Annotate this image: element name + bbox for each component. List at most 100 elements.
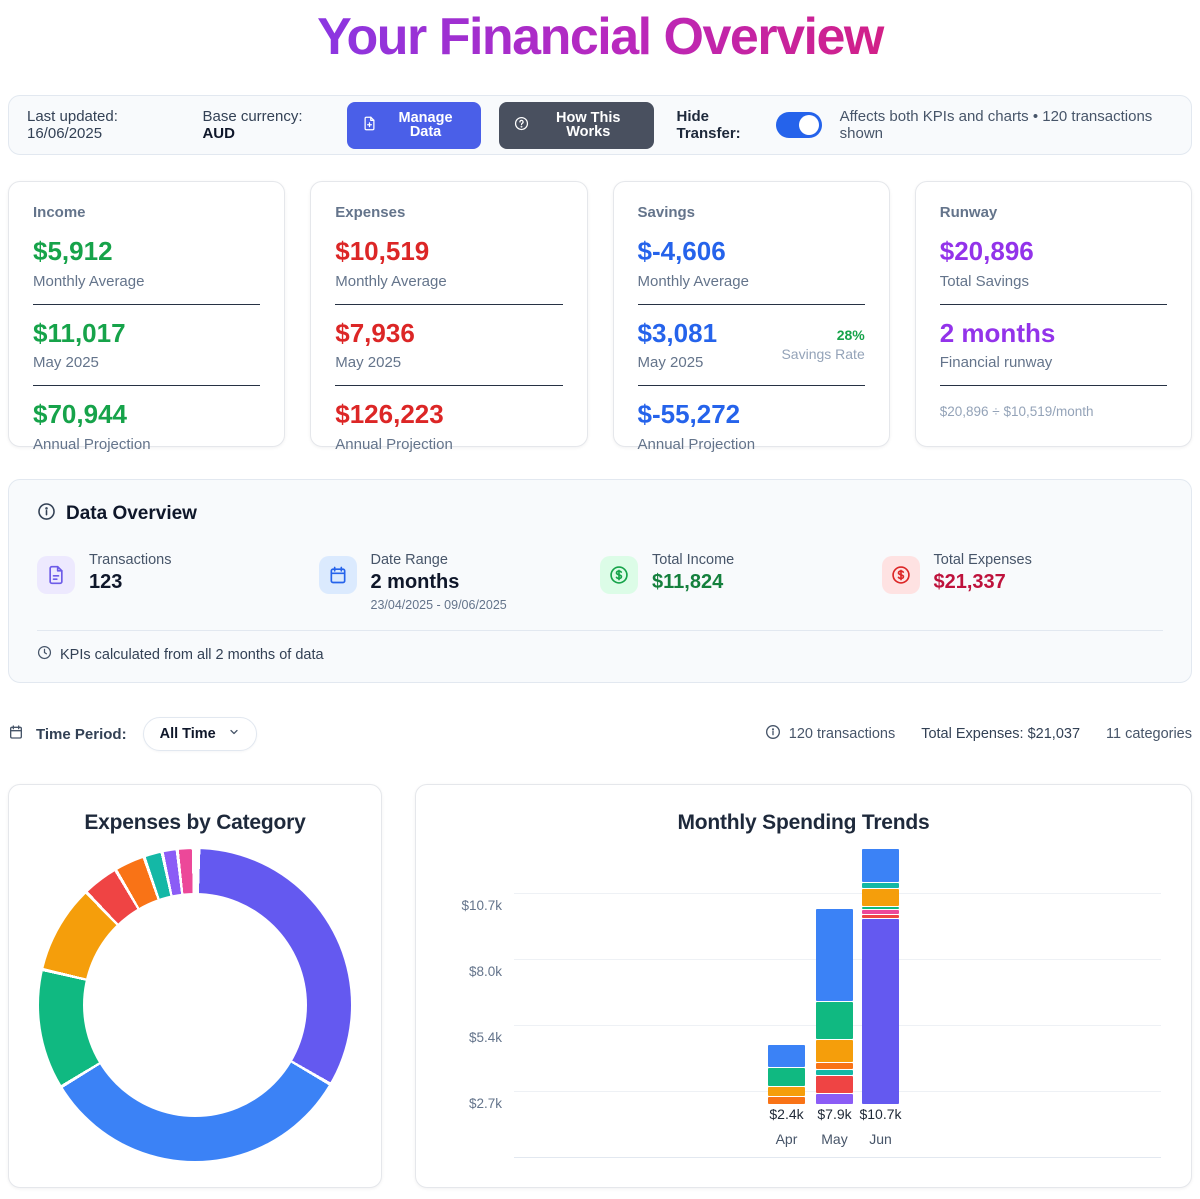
x-axis-category-label: May <box>821 1131 848 1147</box>
y-axis-tick-label: $10.7k <box>461 898 502 913</box>
expenses-by-category-card: Expenses by Category <box>8 784 382 1188</box>
bar-segment-amber[interactable] <box>862 889 899 906</box>
kpi-value: $-4,606 <box>637 236 726 266</box>
bar-segment-indigo[interactable] <box>862 919 899 1104</box>
bar-segment-amber[interactable] <box>768 1087 805 1096</box>
transactions-meta: 120 transactions <box>765 724 895 744</box>
stacked-bar-apr[interactable] <box>768 1045 805 1104</box>
bar-segment-red[interactable] <box>862 915 899 918</box>
bar-segment-red[interactable] <box>816 1076 853 1093</box>
time-period-label: Time Period: <box>36 725 127 743</box>
document-icon <box>362 116 377 135</box>
bar-segment-green[interactable] <box>816 1002 853 1039</box>
kpi-value: $10,519 <box>335 236 430 266</box>
bar-segment-pink[interactable] <box>862 910 899 914</box>
kpi-value: $20,896 <box>939 236 1034 266</box>
bar-segment-violet[interactable] <box>816 1094 853 1104</box>
monthly-spending-plot: $10.7k $8.0k $5.4k $2.7k $2.4k Apr $7.9k May $10… <box>440 843 1167 1175</box>
divider <box>335 385 563 387</box>
monthly-spending-card: Monthly Spending Trends $10.7k $8.0k $5.4k… <box>415 784 1192 1188</box>
transfer-note: Affects both KPIs and charts • 120 trans… <box>839 108 1153 142</box>
bar-segment-teal[interactable] <box>816 1070 853 1075</box>
dollar-circle-icon <box>881 556 920 594</box>
kpi-label: May 2025 <box>335 354 402 372</box>
divider <box>939 303 1167 305</box>
settings-bar: Last updated: 16/06/2025 Base currency: … <box>8 95 1192 155</box>
overview-item-label: Total Expenses <box>933 552 1032 568</box>
bar-segment-blue[interactable] <box>862 849 899 882</box>
bar-total-label: $2.4k <box>769 1106 804 1122</box>
overview-item-subtext: 23/04/2025 - 09/06/2025 <box>370 598 507 612</box>
overview-item-value: 2 months <box>370 571 460 593</box>
savings-rate-block: 28% Savings Rate <box>781 327 864 362</box>
how-this-works-button[interactable]: How This Works <box>499 101 655 149</box>
hide-transfer-label: Hide Transfer: <box>676 108 741 142</box>
overview-item-date-range: Date Range 2 months 23/04/2025 - 09/06/2… <box>318 552 601 612</box>
kpi-card-expenses: Expenses $10,519 Monthly Average $7,936 Ma… <box>310 181 588 453</box>
kpi-value: $70,944 <box>33 399 127 430</box>
kpi-cards-row: Income $5,912 Monthly Average $11,017 May … <box>8 181 1192 453</box>
charts-row: Expenses by Category Monthly Spending Tr… <box>8 784 1192 1188</box>
overview-item-value: $11,824 <box>652 571 724 593</box>
document-icon <box>37 556 75 594</box>
base-currency-label: Base currency: <box>202 108 303 125</box>
kpi-label: Financial runway <box>939 354 1053 372</box>
donut-chart-title: Expenses by Category <box>84 811 306 834</box>
hide-transfer-toggle[interactable] <box>775 112 822 138</box>
bar-segment-blue[interactable] <box>816 909 853 1001</box>
overview-item-label: Transactions <box>89 552 172 568</box>
time-period-dropdown[interactable]: All Time <box>142 717 257 751</box>
kpi-label: Annual Projection <box>335 435 453 453</box>
kpi-title: Expenses <box>335 204 406 221</box>
overview-item-label: Date Range <box>370 552 448 568</box>
kpi-value: $11,017 <box>33 317 126 348</box>
overview-item-transactions: Transactions 123 <box>37 552 319 612</box>
donut-hole <box>83 893 307 1117</box>
base-currency-value: AUD <box>202 125 235 142</box>
x-axis-category-label: Apr <box>775 1131 798 1147</box>
stacked-bar-jun[interactable] <box>862 849 899 1104</box>
bar-segment-orange[interactable] <box>768 1097 805 1104</box>
kpi-value: $5,912 <box>33 236 113 266</box>
stacked-bar-may[interactable] <box>816 909 853 1104</box>
info-icon <box>765 724 781 744</box>
bar-segment-teal[interactable] <box>862 883 899 888</box>
divider <box>637 303 865 305</box>
kpi-footnote-text: KPIs calculated from all 2 months of dat… <box>60 646 324 663</box>
kpi-label: Monthly Average <box>637 272 749 290</box>
last-updated-text: Last updated: 16/06/2025 <box>27 108 118 142</box>
calendar-icon <box>8 724 24 744</box>
bar-segment-amber[interactable] <box>816 1040 853 1062</box>
manage-data-label: Manage Data <box>398 109 453 140</box>
bar-segment-green[interactable] <box>862 907 899 909</box>
transactions-meta-text: 120 transactions <box>788 726 896 742</box>
kpi-value: $7,936 <box>335 317 415 348</box>
expenses-donut-chart[interactable] <box>39 849 351 1161</box>
x-axis-line <box>514 1157 1161 1158</box>
data-overview-title: Data Overview <box>66 503 197 524</box>
toggle-knob <box>798 115 819 135</box>
kpi-card-savings: Savings $-4,606 Monthly Average $3,081 Ma… <box>612 181 890 453</box>
y-axis-tick-label: $2.7k <box>468 1096 502 1111</box>
runway-formula: $20,896 ÷ $10,519/month <box>939 404 1094 420</box>
how-this-works-label: How This Works <box>556 109 621 140</box>
overview-item-value: 123 <box>89 571 123 593</box>
gridline <box>514 893 1161 894</box>
kpi-label: Monthly Average <box>335 272 447 290</box>
divider <box>637 385 865 387</box>
bar-segment-blue[interactable] <box>768 1045 805 1067</box>
kpi-value: $3,081 <box>637 317 718 348</box>
bar-chart-title: Monthly Spending Trends <box>677 811 930 834</box>
manage-data-button[interactable]: Manage Data <box>347 101 482 149</box>
kpi-label: May 2025 <box>33 354 99 372</box>
filter-bar: Time Period: All Time 120 transactions T… <box>8 717 1192 751</box>
info-icon <box>37 502 56 526</box>
y-axis-tick-label: $5.4k <box>468 1030 502 1045</box>
kpi-value: 2 months <box>939 317 1056 348</box>
bar-segment-green[interactable] <box>768 1068 805 1086</box>
bar-segment-orange[interactable] <box>816 1063 853 1069</box>
kpi-label: Annual Projection <box>33 435 151 453</box>
kpi-title: Savings <box>637 204 696 221</box>
chevron-down-icon <box>228 726 240 742</box>
